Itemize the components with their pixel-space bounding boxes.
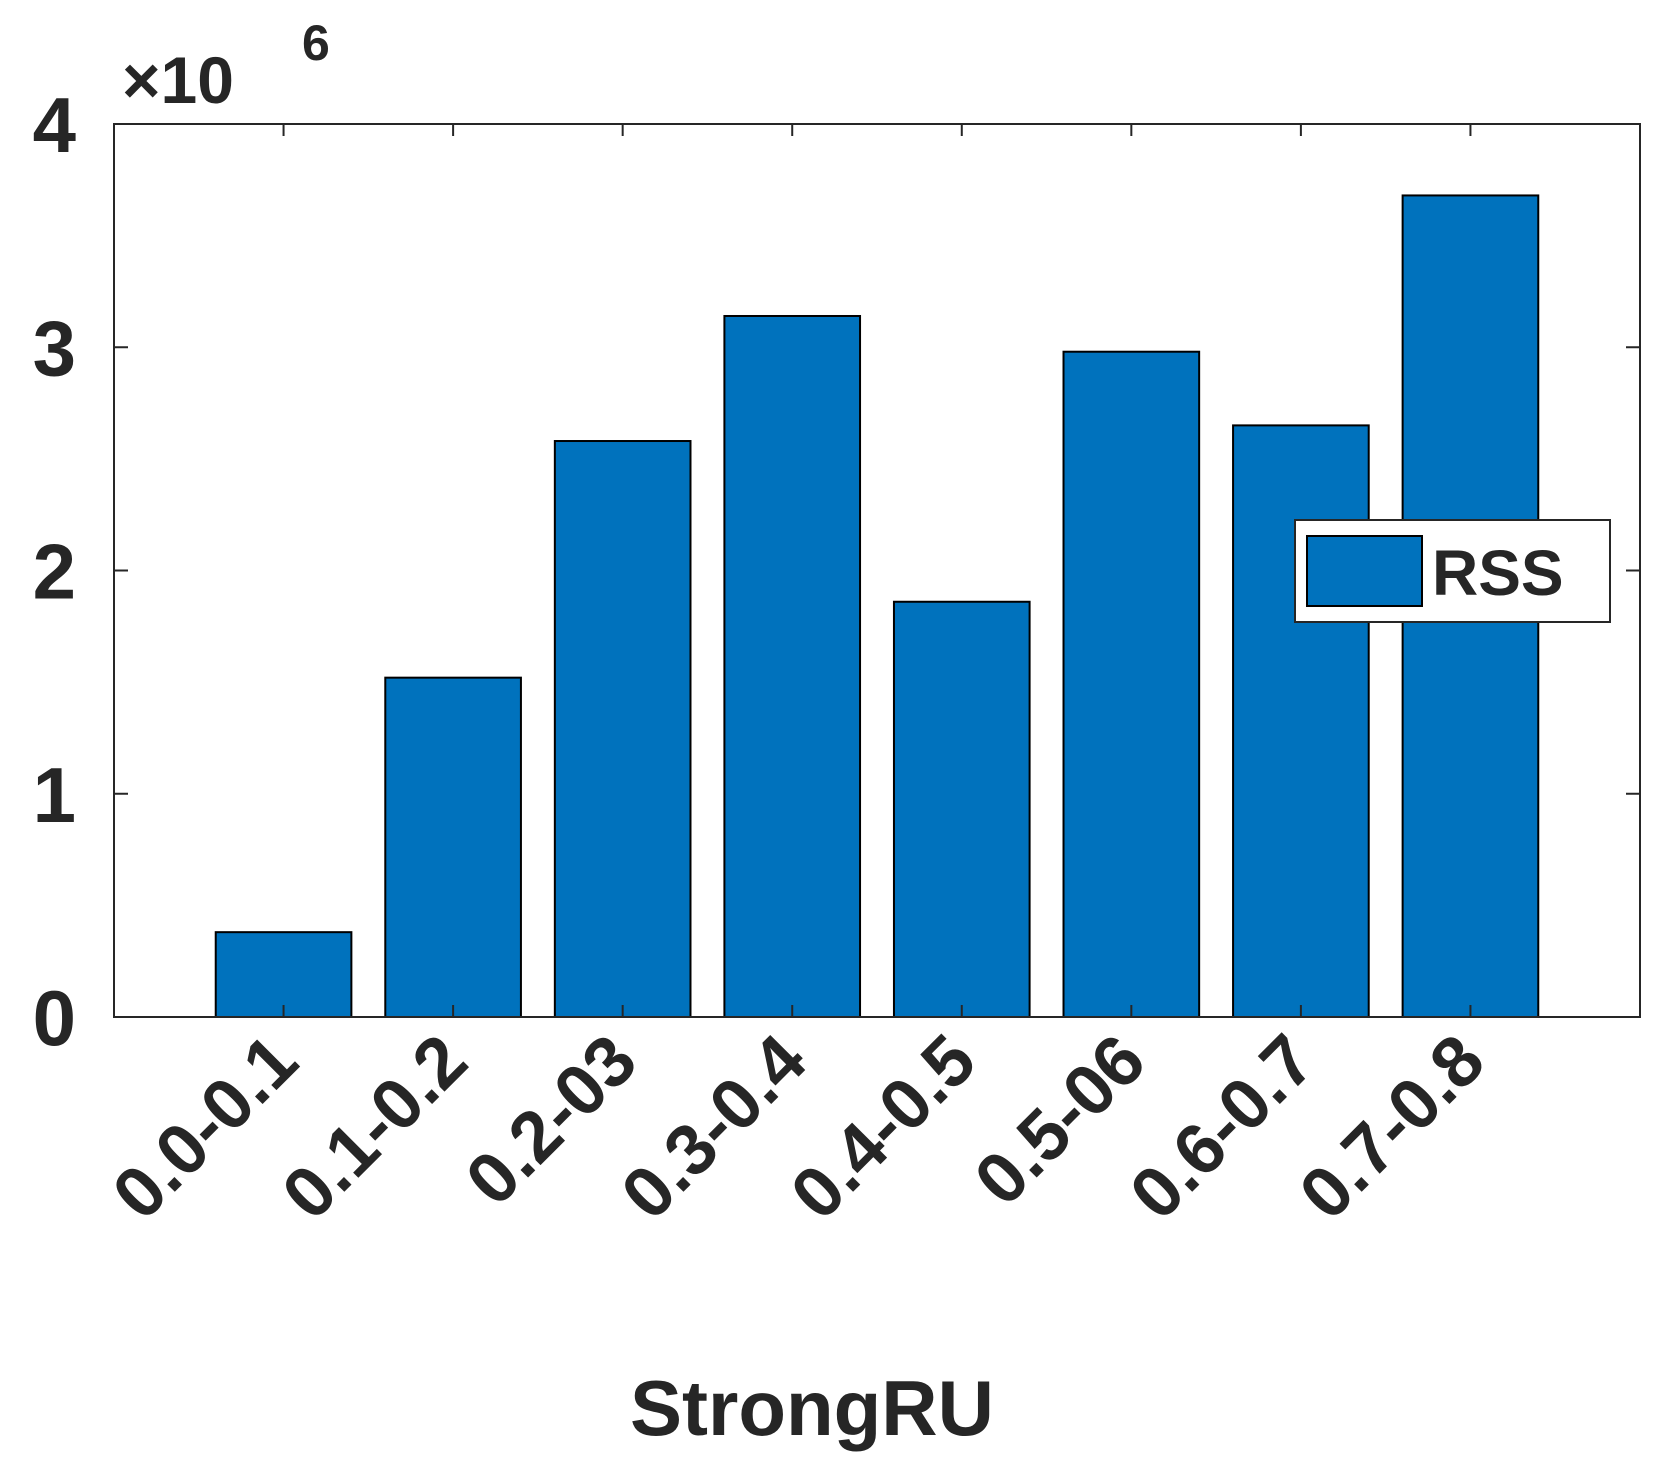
bar-0.2-03 [553, 440, 692, 1018]
bar-0.4-0.5 [892, 600, 1031, 1018]
x-tick-label-0.4-0.5: 0.4-0.5 [776, 1020, 991, 1235]
x-tick-label-0.7-0.8: 0.7-0.8 [1285, 1020, 1500, 1235]
x-tick-label-0.6-0.7: 0.6-0.7 [1115, 1020, 1330, 1235]
legend-label: RSS [1432, 537, 1564, 609]
x-tick-label-0.0-0.1: 0.0-0.1 [98, 1020, 313, 1235]
bar-0.6-0.7 [1232, 424, 1370, 1018]
bar-0.0-0.1 [214, 931, 353, 1018]
x-tick-labels: 0.0-0.10.1-0.20.2-030.3-0.40.4-0.50.5-06… [98, 1020, 1500, 1235]
y-tick-label-1: 1 [33, 751, 76, 839]
legend-swatch [1306, 535, 1423, 607]
bar-0.5-06 [1062, 350, 1201, 1018]
x-tick-label-0.1-0.2: 0.1-0.2 [267, 1020, 482, 1235]
y-tick-labels: 0 1 2 3 4 [33, 81, 76, 1062]
x-axis-title: StrongRU [630, 1364, 994, 1452]
plot-area-box [113, 123, 1641, 1018]
y-tick-label-3: 3 [33, 304, 76, 392]
bar-0.3-0.4 [723, 314, 862, 1018]
y-tick-label-4: 4 [33, 81, 76, 169]
x-tick-label-0.3-0.4: 0.3-0.4 [606, 1020, 821, 1235]
bars-group [214, 194, 1540, 1018]
y-tick-label-2: 2 [33, 528, 76, 616]
bar-0.1-0.2 [384, 676, 522, 1018]
y-exponent-label: ×10 [122, 43, 234, 117]
y-exponent-power: 6 [302, 15, 330, 71]
y-tick-label-0: 0 [33, 974, 76, 1062]
legend: RSS [1294, 519, 1611, 623]
